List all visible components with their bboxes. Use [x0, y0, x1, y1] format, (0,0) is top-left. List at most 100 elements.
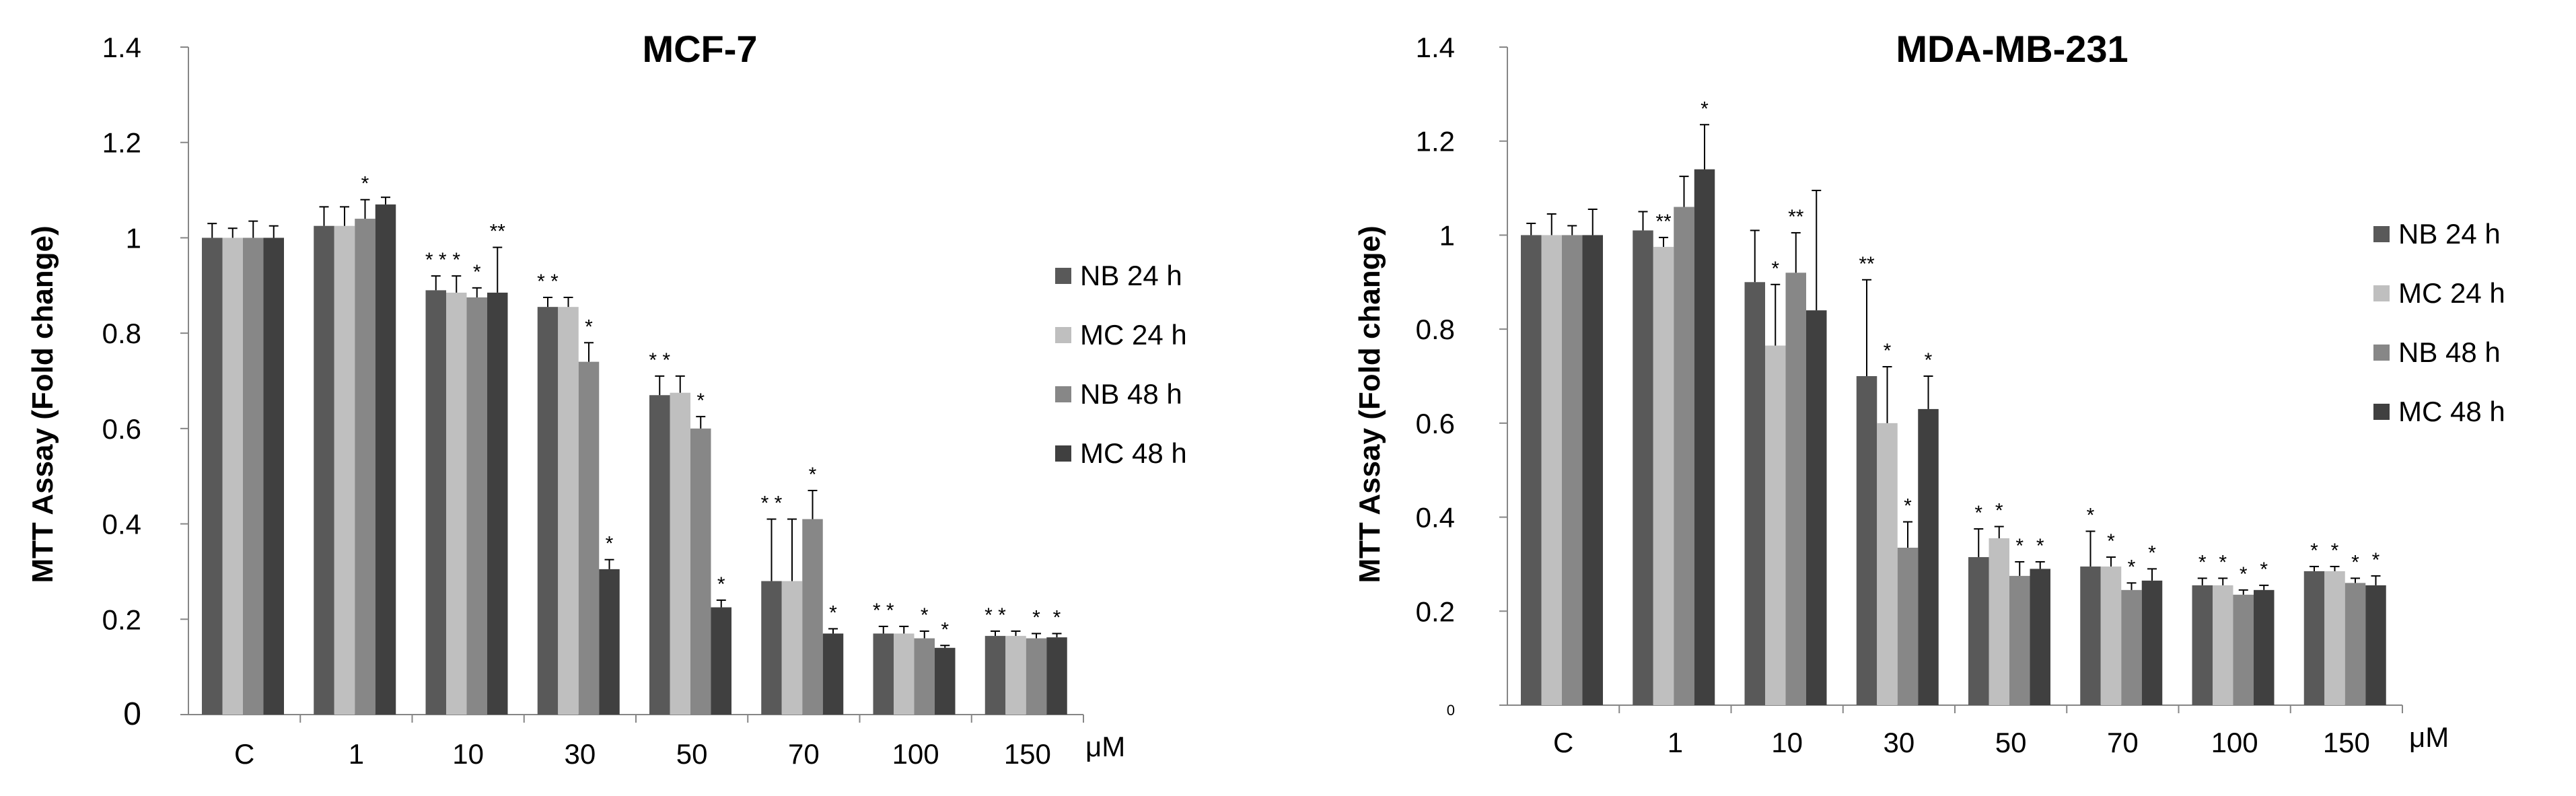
bar-mc-48-h [711, 607, 731, 715]
x-tick-label: 50 [676, 738, 708, 770]
x-tick-label: 100 [2211, 727, 2258, 758]
legend-label: NB 24 h [2398, 218, 2501, 250]
bar-nb-48-h [802, 519, 823, 715]
y-tick-label: 1.4 [102, 32, 141, 63]
significance-marker: * [1925, 349, 1933, 371]
bar-nb-48-h [2009, 575, 2030, 705]
significance-marker: * [1032, 607, 1040, 629]
significance-marker: * [1995, 500, 2003, 522]
bar-nb-48-h [1897, 547, 1919, 705]
x-tick-label: C [234, 738, 254, 770]
y-tick-label: 0 [123, 696, 141, 732]
x-tick-label: 30 [565, 738, 596, 770]
significance-marker: * * [985, 604, 1006, 626]
bar-mc-48-h [822, 633, 844, 715]
x-tick-label: 100 [892, 738, 939, 770]
significance-marker: * [2260, 558, 2268, 581]
x-tick-label: 70 [788, 738, 820, 770]
significance-marker: * * [761, 492, 783, 514]
legend-label: NB 24 h [1080, 260, 1182, 291]
x-tick-label: 10 [452, 738, 484, 770]
legend-label: MC 48 h [2398, 396, 2505, 427]
bar-nb-24-h [2192, 585, 2213, 705]
bar-nb-48-h [466, 297, 487, 715]
significance-marker: ** [1788, 206, 1804, 228]
y-tick-label: 0.6 [102, 413, 141, 445]
bar-nb-48-h [1026, 638, 1047, 715]
bar-mc-24-h [2324, 571, 2345, 705]
x-tick-label: 1 [349, 738, 364, 770]
y-tick-label: 0.2 [102, 604, 141, 635]
significance-marker: * [2310, 540, 2318, 562]
bar-mc-24-h [1765, 345, 1786, 705]
bar-nb-24-h [1856, 376, 1877, 705]
bar-mc-48-h [1694, 169, 1715, 706]
y-tick-label: 0.2 [1416, 595, 1455, 627]
bar-mc-24-h [781, 581, 803, 715]
x-unit-label: μM [1085, 731, 1125, 762]
legend: NB 24 h MC 24 h NB 48 h MC 48 h [1055, 260, 1187, 469]
legend-swatch [1055, 268, 1071, 284]
significance-marker: * [1904, 495, 1912, 517]
y-tick-label: 1 [126, 222, 141, 254]
bar-mc-24-h [670, 392, 690, 715]
plot-area: 00.20.40.60.811.21.4C 1 10 30 50 70 100 150*** *… [1416, 32, 2403, 758]
significance-marker: * [585, 316, 593, 338]
bar-mc-48-h [2030, 569, 2050, 705]
significance-marker: * [829, 602, 837, 624]
significance-marker: * [2128, 556, 2136, 578]
x-tick-label: 30 [1884, 727, 1915, 758]
significance-marker: ** [1859, 253, 1875, 275]
significance-marker: * [1701, 98, 1709, 120]
legend-label: NB 48 h [1080, 378, 1182, 410]
bar-nb-24-h [1744, 282, 1765, 705]
x-tick-label: 1 [1668, 727, 1683, 758]
x-unit-label: μM [2409, 721, 2449, 753]
significance-marker: * [1053, 607, 1061, 629]
y-tick-label: 1 [1439, 219, 1455, 251]
bar-nb-24-h [649, 395, 670, 715]
significance-marker: * [1884, 340, 1892, 362]
legend-swatch [1055, 327, 1071, 343]
significance-marker: * [1771, 258, 1779, 280]
significance-marker: * [2107, 530, 2115, 552]
bar-mc-24-h [2213, 585, 2233, 705]
bar-mc-48-h [263, 238, 284, 715]
x-tick-label: 70 [2107, 727, 2139, 758]
y-tick-label: 0 [1447, 702, 1455, 719]
significance-marker: ** [490, 221, 506, 243]
bar-mc-24-h [1989, 538, 2009, 705]
bar-mc-48-h [599, 569, 620, 715]
bar-mc-48-h [2365, 585, 2386, 705]
legend: NB 24 h MC 24 h NB 48 h MC 48 h [2373, 218, 2505, 427]
bar-nb-24-h [314, 225, 334, 715]
significance-marker: * [473, 261, 481, 283]
legend-swatch [1055, 386, 1071, 402]
significance-marker: * [696, 390, 705, 412]
bar-nb-48-h [690, 428, 711, 715]
bar-nb-24-h [985, 636, 1006, 715]
significance-marker: * * [537, 270, 559, 293]
bar-nb-24-h [1521, 235, 1542, 705]
bar-mc-24-h [334, 225, 355, 715]
significance-marker: * [941, 618, 949, 641]
bar-mc-24-h [1653, 246, 1674, 706]
bar-mc-48-h [1582, 235, 1603, 705]
bar-mc-48-h [2254, 589, 2275, 705]
y-axis-label: MTT Assay (Fold change) [26, 225, 59, 583]
significance-marker: * * [649, 349, 670, 371]
significance-marker: * [2036, 535, 2044, 557]
significance-marker: * [452, 249, 460, 271]
significance-marker: * [606, 533, 614, 555]
bar-nb-24-h [1968, 556, 1989, 705]
plot-area: 00.20.40.60.811.21.4C 1 10 30 50 70 100 150* **… [102, 32, 1084, 770]
significance-marker: * [2219, 551, 2227, 573]
significance-marker: * [361, 173, 369, 195]
significance-marker: * [2015, 535, 2024, 557]
y-tick-label: 0.6 [1416, 408, 1455, 439]
bar-mc-24-h [1877, 423, 1898, 705]
y-axis-label: MTT Assay (Fold change) [1353, 225, 1386, 583]
bar-nb-24-h [202, 238, 223, 715]
chart-mcf7: MCF-7 MTT Assay (Fold change) μM 0 0.2 0.4… [26, 28, 1187, 770]
